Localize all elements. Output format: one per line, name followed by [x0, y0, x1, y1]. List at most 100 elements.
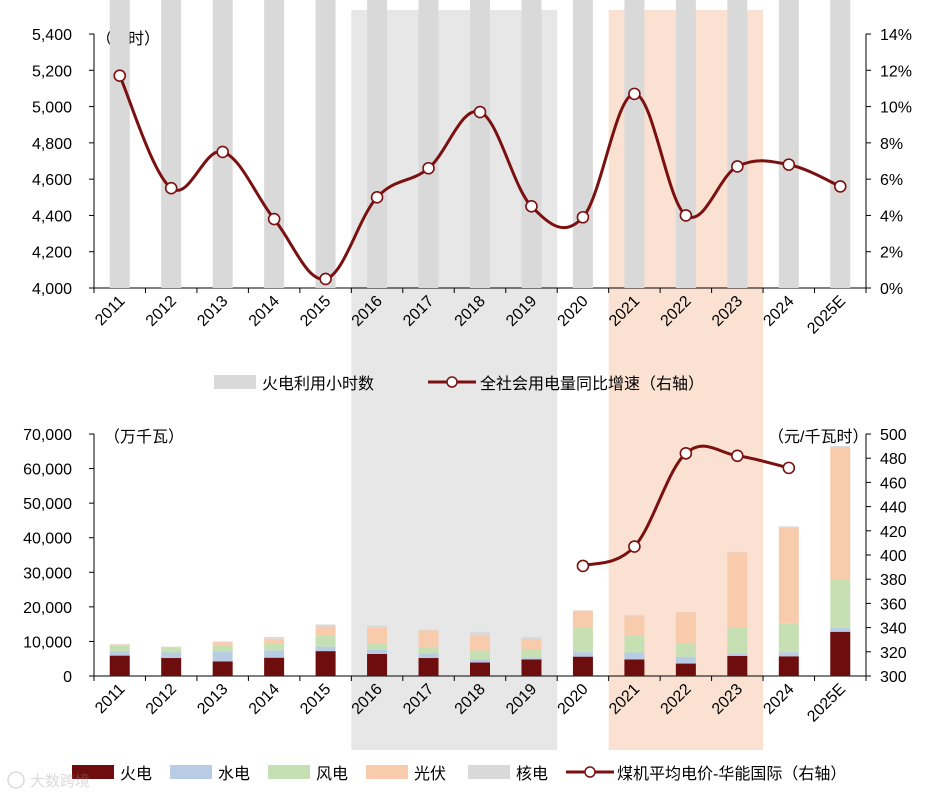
bottom-right-tick-label: 380 [880, 572, 907, 589]
bottom-bar-2024 [778, 656, 799, 676]
bottom-bar-2022 [675, 663, 696, 676]
bottom-left-tick-label: 40,000 [23, 531, 72, 548]
legend-marker-consumption-growth [446, 376, 458, 388]
bottom-right-tick-label: 500 [880, 427, 907, 444]
bottom-left-tick-label: 70,000 [23, 427, 72, 444]
top-bar-2023 [727, 0, 748, 288]
bottom-bar-2013 [212, 642, 233, 646]
bottom-category-label: 2011 [92, 681, 128, 717]
bottom-bar-2017 [418, 630, 439, 647]
top-line-point [576, 210, 590, 224]
top-bar-2024 [778, 0, 799, 288]
bottom-bar-2012 [161, 658, 182, 676]
bottom-category-label: 2014 [246, 681, 283, 718]
bottom-bar-2012 [161, 652, 182, 659]
bottom-bar-2013 [212, 661, 233, 676]
top-bar-2013 [212, 0, 233, 288]
bottom-bar-2015 [315, 624, 336, 627]
bottom-right-tick-label: 320 [880, 645, 907, 662]
bottom-right-tick-label: 340 [880, 621, 907, 638]
bottom-bar-2014 [264, 638, 285, 644]
top-right-tick-label: 8% [880, 136, 903, 153]
top-bar-2022 [675, 0, 696, 288]
top-bar-2019 [521, 0, 542, 288]
legend-label-thermal-hours: 火电利用小时数 [262, 375, 374, 393]
top-right-tick-label: 14% [880, 27, 912, 44]
bottom-bar-2024 [778, 527, 799, 624]
bottom-bar-2023 [727, 655, 748, 676]
bottom-legend: 火电 水电 风电 光伏 核电 煤机平均电价-华能国际（右轴） [72, 765, 846, 783]
bottom-bar-2024 [778, 652, 799, 657]
bottom-bar-2011 [109, 655, 130, 676]
bottom-bar-2020 [572, 610, 593, 628]
bottom-category-label: 2020 [555, 681, 592, 718]
top-category-label: 2013 [194, 293, 231, 330]
top-right-tick-label: 12% [880, 63, 912, 80]
bottom-bar-2022 [675, 642, 696, 657]
legend-swatch-solar [366, 765, 408, 779]
top-bar-2017 [418, 0, 439, 288]
top-category-label: 2020 [555, 293, 592, 330]
bottom-left-tick-label: 0 [63, 669, 72, 686]
bottom-bar-2018 [470, 659, 490, 663]
top-left-tick-label: 4,200 [32, 245, 72, 262]
bottom-bar-2021 [624, 634, 645, 653]
bottom-category-label: 2025E [804, 681, 849, 726]
top-bar-2015 [315, 0, 336, 288]
bottom-bar-2022 [675, 656, 696, 664]
top-category-label: 2012 [143, 293, 180, 330]
bottom-bar-2021 [624, 652, 645, 660]
bottom-bar-2025e [830, 631, 851, 676]
bottom-right-tick-label: 360 [880, 596, 907, 613]
bottom-right-tick-label: 300 [880, 669, 907, 686]
bottom-bar-2025e [830, 446, 851, 448]
top-bar-2018 [470, 0, 490, 289]
bottom-bar-2020 [572, 627, 593, 653]
legend-label-solar: 光伏 [414, 765, 446, 783]
bottom-right-tick-label: 400 [880, 548, 907, 565]
legend-swatch-thermal-hours [214, 375, 256, 389]
bottom-bar-2013 [212, 645, 233, 652]
top-right-tick-label: 2% [880, 245, 903, 262]
top-left-tick-label: 5,000 [32, 100, 72, 117]
bottom-left-tick-label: 30,000 [23, 565, 72, 582]
bottom-right-tick-label: 480 [880, 451, 907, 468]
top-line-point [782, 158, 796, 171]
top-legend: 火电利用小时数 全社会用电量同比增速（右轴） [214, 375, 704, 393]
top-left-tick-label: 4,600 [32, 172, 72, 189]
top-category-label: 2015 [297, 293, 334, 330]
bottom-bar-2020 [572, 656, 593, 676]
top-line-point [370, 190, 384, 204]
bottom-bar-2019 [521, 639, 542, 650]
bottom-bar-2023 [727, 552, 748, 628]
top-bar-2025e [830, 0, 851, 289]
bottom-right-tick-label: 440 [880, 500, 907, 517]
top-bar-2021 [624, 0, 645, 288]
legend-marker-coal-price [584, 766, 596, 778]
bottom-bar-2021 [624, 659, 645, 676]
top-left-tick-label: 4,400 [32, 208, 72, 225]
top-line-point [267, 212, 281, 226]
top-line-point [628, 87, 641, 101]
top-chart: （小时） 4,0004,2004,4004,6004,8005,0005,200… [32, 0, 912, 338]
bottom-bar-2025e [830, 579, 851, 628]
bottom-bar-2018 [470, 631, 490, 635]
bottom-left-tick-label: 50,000 [23, 496, 72, 513]
bottom-bar-2016 [367, 649, 388, 654]
bottom-left-unit-label: （万千瓦） [104, 428, 184, 446]
bottom-bar-2018 [470, 634, 490, 651]
top-category-label: 2025E [804, 293, 849, 338]
legend-swatch-hydro [170, 765, 212, 779]
top-line-point [833, 180, 847, 193]
bottom-bar-2019 [521, 649, 542, 659]
bottom-right-tick-label: 420 [880, 524, 907, 541]
bottom-bar-2017 [418, 658, 439, 676]
bottom-bar-2015 [315, 646, 336, 652]
bottom-bar-2024 [778, 526, 799, 528]
bottom-bar-2016 [367, 625, 388, 628]
legend-swatch-thermal [72, 765, 114, 779]
top-line-point [216, 145, 229, 159]
bottom-bar-2023 [727, 653, 748, 656]
bottom-bar-2014 [264, 636, 285, 639]
bottom-bar-2019 [521, 659, 542, 676]
